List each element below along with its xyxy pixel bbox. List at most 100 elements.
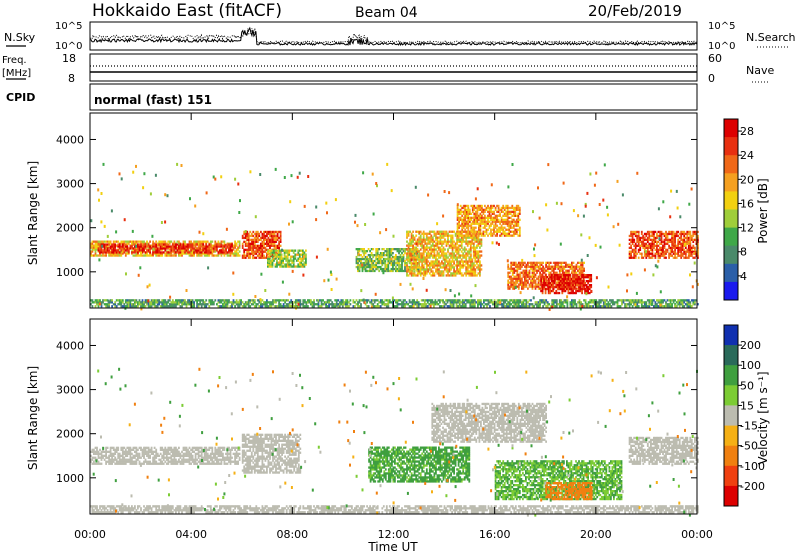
- power-cell: [135, 254, 138, 257]
- power-cell: [490, 210, 492, 213]
- power-cell: [628, 246, 631, 249]
- power-cell: [229, 249, 232, 252]
- power-cell: [557, 267, 560, 270]
- power-cell: [427, 252, 430, 255]
- power-cell: [129, 240, 132, 243]
- power-cell: [158, 247, 161, 250]
- power-cell: [398, 248, 400, 251]
- power-cell: [536, 285, 538, 288]
- power-cell: [395, 301, 397, 304]
- power-cell: [187, 249, 189, 252]
- power-cell: [457, 262, 460, 265]
- power-cell: [120, 299, 123, 302]
- power-cell: [250, 240, 253, 243]
- power-cell: [97, 299, 100, 302]
- power-cell: [590, 278, 593, 281]
- power-cell: [480, 244, 483, 247]
- power-cell: [660, 238, 663, 241]
- power-cell: [566, 278, 568, 281]
- power-cell: [590, 274, 593, 277]
- power-cell: [675, 252, 678, 255]
- power-cell: [126, 303, 129, 306]
- power-cell: [260, 246, 262, 249]
- power-cell: [575, 284, 577, 287]
- power-cell: [567, 276, 570, 279]
- power-cell: [428, 268, 431, 271]
- power-cell: [585, 276, 588, 279]
- power-cell: [500, 232, 503, 235]
- power-cell: [217, 245, 220, 248]
- power-cell: [471, 246, 474, 249]
- power-cell: [458, 222, 460, 225]
- power-cell: [466, 254, 469, 257]
- power-cell: [179, 251, 182, 254]
- power-cell: [158, 240, 161, 243]
- power-cell: [583, 261, 585, 264]
- power-cell: [417, 267, 420, 271]
- power-cell: [469, 264, 472, 267]
- power-cell: [502, 210, 505, 213]
- power-cell: [263, 230, 265, 234]
- power-cell: [497, 218, 500, 221]
- power-cell: [396, 248, 399, 251]
- power-cell: [674, 238, 676, 241]
- power-cell: [681, 244, 684, 247]
- power-cell: [425, 252, 428, 255]
- power-cell: [639, 238, 642, 241]
- power-cell: [528, 265, 531, 268]
- power-cell: [355, 303, 358, 306]
- power-cell: [453, 252, 455, 255]
- power-cell: [263, 301, 265, 304]
- power-cell: [197, 254, 200, 257]
- power-cell: [572, 278, 574, 281]
- power-cell: [569, 291, 571, 295]
- power-cell: [234, 301, 236, 304]
- power-cell: [554, 263, 557, 266]
- power-cell: [134, 245, 136, 248]
- power-cell: [185, 301, 188, 304]
- power-cell: [414, 303, 417, 306]
- power-cell: [131, 305, 133, 308]
- power-cell: [634, 254, 637, 257]
- power-cell: [193, 254, 195, 257]
- power-cell: [395, 267, 397, 271]
- power-cell: [401, 259, 403, 263]
- power-cell: [188, 245, 191, 248]
- power-cell: [274, 265, 277, 268]
- power-cell: [199, 247, 202, 250]
- power-cell: [540, 263, 543, 266]
- power-cell: [653, 232, 655, 236]
- freq-unit-label: [MHz]: [2, 68, 31, 79]
- power-cell: [413, 252, 415, 255]
- power-cell: [354, 305, 356, 308]
- power-cell: [346, 301, 349, 304]
- power-cell: [167, 254, 170, 257]
- power-cell: [305, 303, 308, 306]
- power-cell: [226, 305, 229, 308]
- power-cell: [223, 251, 226, 254]
- power-cell: [431, 240, 434, 243]
- power-cell: [441, 244, 443, 247]
- power-cell: [506, 214, 509, 217]
- power-cell: [503, 220, 506, 223]
- power-cell: [392, 252, 394, 255]
- power-cell: [517, 275, 520, 278]
- power-cell: [421, 252, 424, 255]
- power-cell: [425, 272, 428, 275]
- power-cell: [289, 265, 292, 268]
- power-cell: [253, 250, 256, 253]
- power-cell: [461, 210, 464, 213]
- power-cell: [546, 284, 549, 287]
- power-cell: [487, 222, 489, 225]
- power-cell: [187, 247, 189, 250]
- power-cell: [390, 261, 393, 265]
- power-cell: [567, 285, 570, 289]
- power-cell: [491, 216, 494, 219]
- power-cell: [636, 240, 639, 243]
- power-cell: [531, 281, 534, 284]
- power-cell: [415, 256, 418, 259]
- power-cell: [474, 264, 477, 267]
- power-cell: [376, 259, 379, 263]
- power-cell: [382, 269, 385, 273]
- power-cell: [256, 238, 259, 241]
